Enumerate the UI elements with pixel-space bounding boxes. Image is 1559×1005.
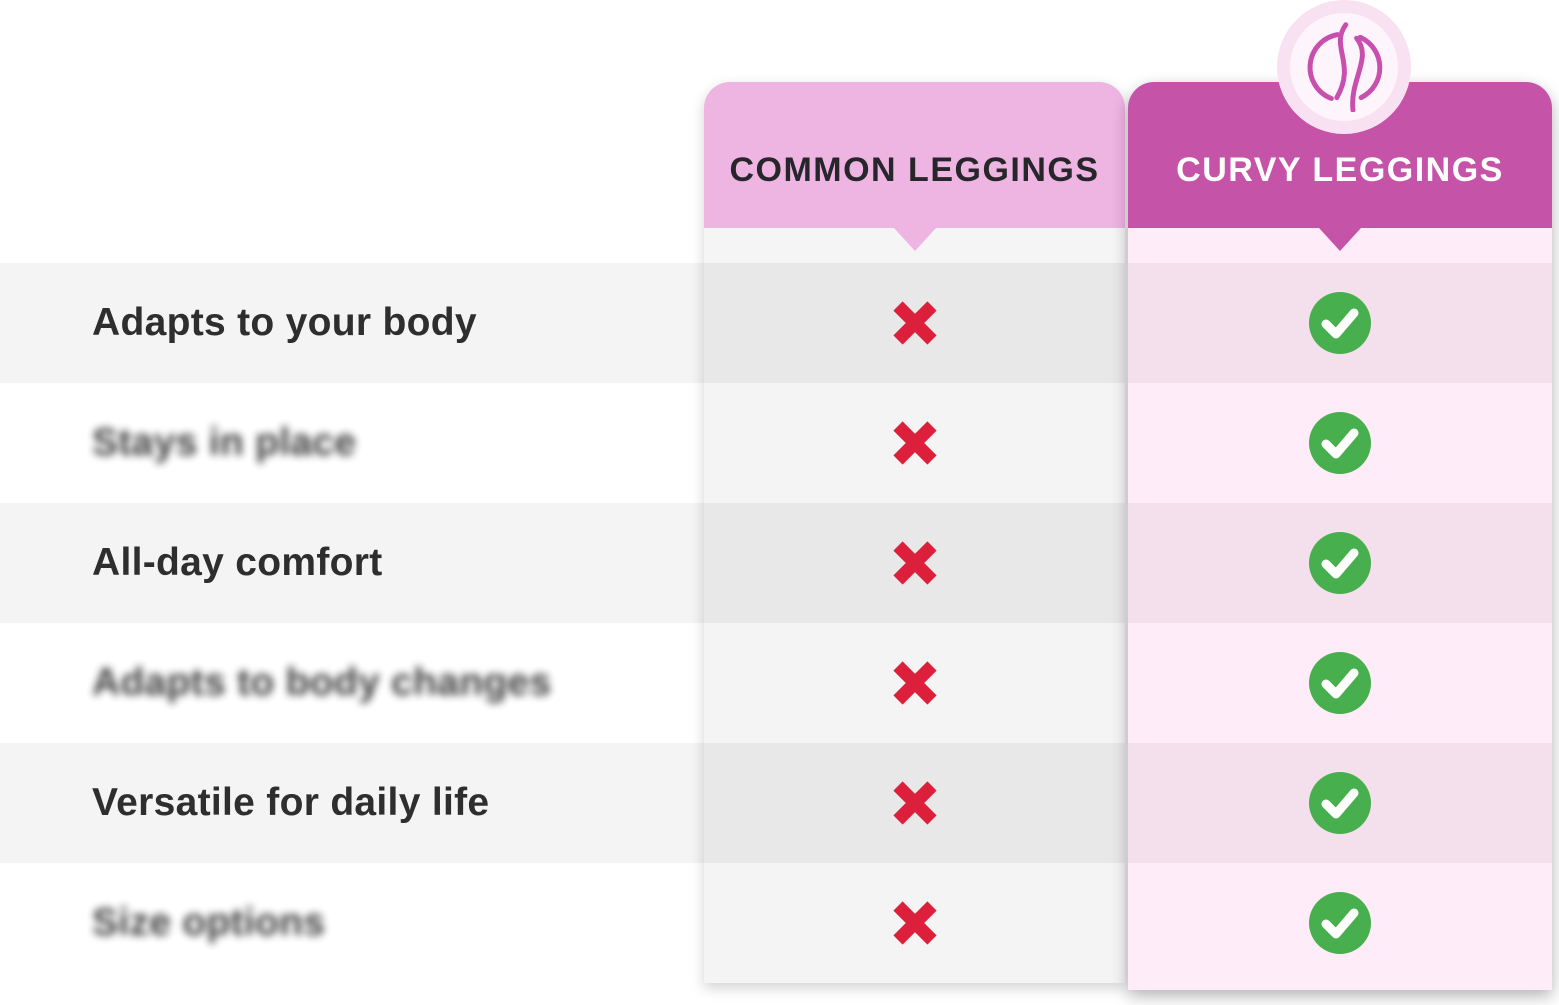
feature-label: Size options: [92, 901, 326, 944]
table-cell: [704, 623, 1125, 743]
feature-label: Stays in place: [92, 421, 357, 464]
feature-label: Versatile for daily life: [92, 781, 490, 824]
check-circle-icon: [1309, 892, 1371, 954]
check-circle-icon: [1309, 532, 1371, 594]
common-leggings-column: COMMON LEGGINGS: [704, 82, 1125, 983]
table-cell: [1128, 743, 1552, 863]
table-cell: [1128, 383, 1552, 503]
header-pointer-icon: [893, 228, 936, 251]
table-cell: [704, 503, 1125, 623]
cross-icon: [892, 901, 937, 945]
cross-icon: [892, 781, 937, 825]
feature-row: Versatile for daily life: [0, 743, 710, 863]
check-circle-icon: [1309, 652, 1371, 714]
cross-icon: [892, 301, 937, 345]
table-cell: [1128, 263, 1552, 383]
check-circle-icon: [1309, 772, 1371, 834]
feature-row: Adapts to your body: [0, 263, 710, 383]
cross-icon: [892, 421, 937, 465]
curvy-brand-logo-icon: [1307, 22, 1383, 112]
table-cell: [1128, 863, 1552, 983]
table-cell: [704, 263, 1125, 383]
check-circle-icon: [1309, 292, 1371, 354]
feature-row: Adapts to body changes: [0, 623, 710, 743]
column-title: COMMON LEGGINGS: [729, 150, 1100, 189]
feature-label: Adapts to your body: [92, 301, 477, 344]
cross-icon: [892, 661, 937, 705]
feature-row: Stays in place: [0, 383, 710, 503]
common-leggings-header: COMMON LEGGINGS: [704, 82, 1125, 251]
check-circle-icon: [1309, 412, 1371, 474]
table-cell: [1128, 503, 1552, 623]
table-cell: [704, 863, 1125, 983]
feature-label: Adapts to body changes: [92, 661, 552, 704]
brand-badge: [1277, 0, 1411, 134]
feature-row: Size options: [0, 863, 710, 983]
curvy-leggings-column: CURVY LEGGINGS: [1128, 82, 1552, 990]
table-cell: [1128, 623, 1552, 743]
table-cell: [704, 743, 1125, 863]
table-cell: [704, 383, 1125, 503]
header-pointer-icon: [1319, 228, 1361, 251]
feature-label: All-day comfort: [92, 541, 383, 584]
cross-icon: [892, 541, 937, 585]
feature-row: All-day comfort: [0, 503, 710, 623]
column-title: CURVY LEGGINGS: [1176, 150, 1504, 189]
